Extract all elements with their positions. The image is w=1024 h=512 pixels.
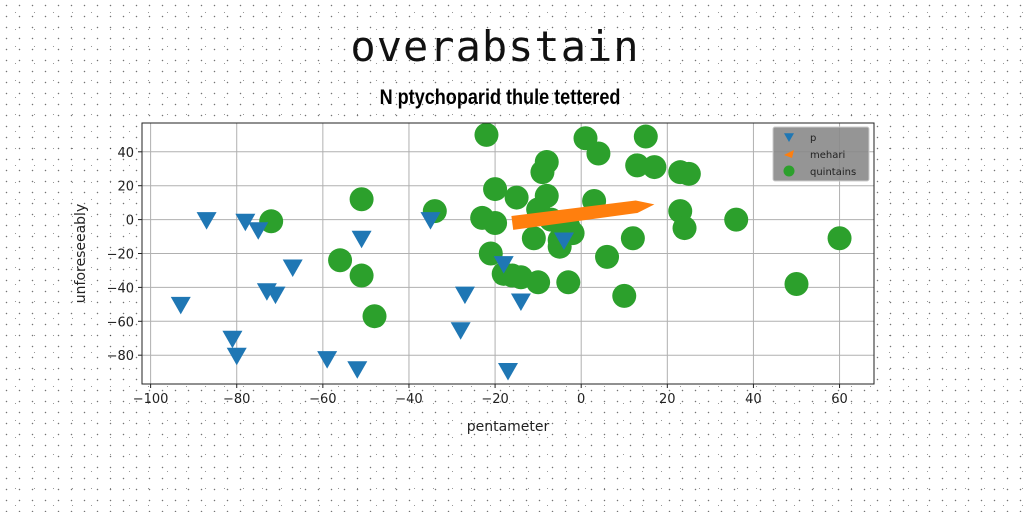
quintains-point — [724, 207, 749, 232]
p-point — [282, 259, 303, 278]
quintains-point — [642, 155, 667, 180]
quintains-point — [620, 226, 645, 251]
p-point — [450, 322, 471, 340]
quintains-point — [483, 210, 508, 235]
quintains-point — [526, 270, 551, 295]
quintains-point — [827, 226, 852, 251]
quintains-point — [474, 122, 499, 147]
quintains-point — [530, 160, 555, 185]
x-tick-label: −20 — [481, 392, 508, 407]
x-tick-label: 0 — [577, 392, 585, 407]
legend-marker-quintains — [783, 165, 795, 177]
p-point — [265, 286, 286, 305]
legend: p mehari quintains — [772, 126, 870, 182]
quintains-point — [349, 263, 374, 288]
quintains-point — [483, 177, 508, 202]
p-point — [510, 293, 531, 311]
p-point — [347, 361, 368, 379]
y-tick-label: −60 — [107, 315, 134, 330]
x-axis-label: pentameter — [467, 419, 550, 435]
legend-marker-p — [784, 133, 794, 142]
p-point — [493, 256, 514, 274]
p-point — [317, 351, 338, 369]
x-tick-label: 40 — [745, 392, 762, 407]
quintains-point — [784, 272, 809, 297]
p-point — [226, 347, 247, 366]
quintains-point — [586, 141, 611, 166]
y-tick-label: −40 — [107, 281, 134, 296]
data-marks — [170, 122, 852, 381]
p-point — [420, 212, 441, 230]
quintains-point — [612, 283, 637, 308]
quintains-point — [521, 226, 546, 251]
x-tick-label: −80 — [223, 392, 250, 407]
x-tick-label: 60 — [831, 392, 848, 407]
y-tick-label: −80 — [107, 349, 134, 364]
p-point — [170, 296, 191, 315]
quintains-point — [328, 248, 353, 273]
quintains-point — [595, 244, 620, 269]
p-point — [553, 232, 574, 250]
p-point — [222, 330, 243, 349]
quintains-point — [349, 187, 374, 212]
x-tick-label: −40 — [395, 392, 422, 407]
p-point — [248, 222, 269, 240]
page-title: overabstain — [350, 22, 640, 71]
y-tick-label: 40 — [117, 146, 134, 161]
p-point — [351, 230, 372, 249]
quintains-point — [362, 304, 387, 329]
quintains-point — [676, 161, 701, 186]
legend-label-quintains: quintains — [810, 167, 856, 178]
mehari-mark — [511, 200, 655, 230]
x-tick-label: −100 — [133, 392, 169, 407]
legend-label-mehari: mehari — [810, 150, 845, 161]
quintains-point — [556, 270, 581, 295]
x-tick-label: 20 — [659, 392, 676, 407]
legend-box — [772, 126, 870, 182]
grid-lines — [142, 123, 874, 384]
y-tick-label: 20 — [117, 180, 134, 195]
y-tick-label: 0 — [126, 214, 134, 229]
quintains-point — [625, 153, 650, 178]
y-axis-label: unforeseeably — [73, 204, 89, 303]
legend-label-p: p — [810, 133, 816, 144]
p-point — [498, 362, 518, 381]
legend-marker-mehari — [784, 150, 794, 158]
quintains-point — [504, 185, 529, 210]
y-tick-label: −20 — [107, 248, 134, 263]
x-tick-label: −60 — [309, 392, 336, 407]
p-point — [235, 213, 256, 232]
chart-subtitle: N ptychoparid thule tettered — [379, 86, 621, 109]
p-point — [454, 286, 475, 305]
quintains-point — [633, 124, 658, 149]
axis-ticks: −100 −80 −60 −40 −20 0 20 40 60 −80 −60 −40 −20 0 20 40 — [107, 146, 848, 407]
p-point — [196, 212, 217, 230]
quintains-point — [672, 216, 697, 241]
